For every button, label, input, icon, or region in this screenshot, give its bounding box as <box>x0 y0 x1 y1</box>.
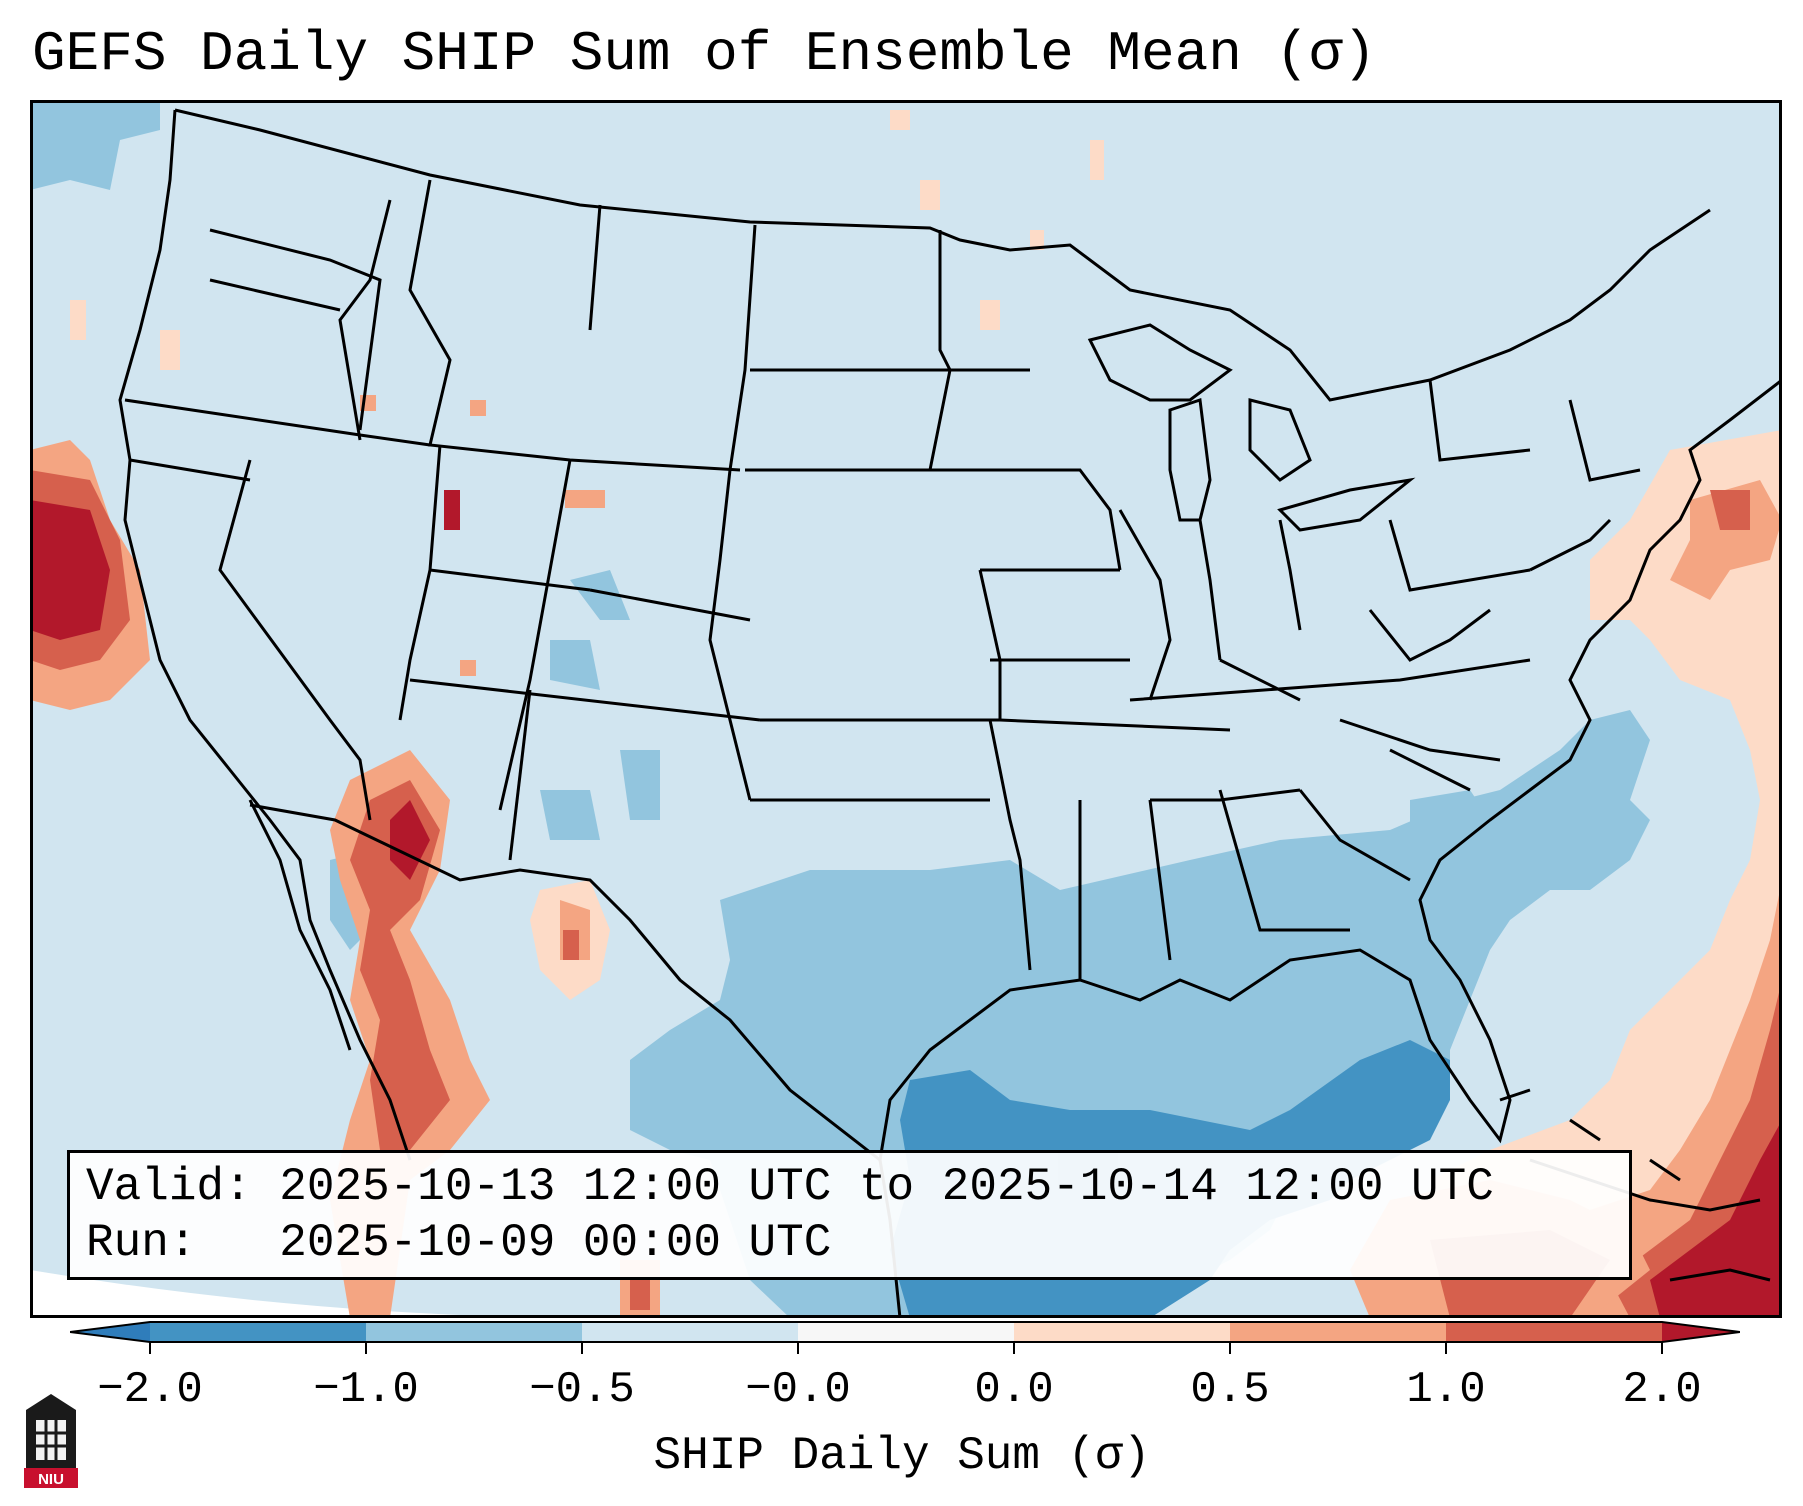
baja-coastline <box>248 799 352 1051</box>
colorbar <box>70 1321 1740 1354</box>
colorbar-tick-label: −1.0 <box>313 1365 419 1415</box>
valid-label: Valid: <box>86 1161 252 1213</box>
colorbar-bin <box>798 1322 1014 1342</box>
lake-huron <box>1248 398 1312 482</box>
colorbar-bin <box>366 1322 582 1342</box>
colorbar-extend-low <box>70 1322 150 1342</box>
valid-value: 2025-10-13 12:00 UTC to 2025-10-14 12:00… <box>279 1161 1494 1213</box>
colorbar-tick-label: 0.0 <box>974 1365 1054 1415</box>
colorbar-bin <box>1230 1322 1446 1342</box>
us-canada-border <box>174 108 1711 402</box>
logo-text: NIU <box>38 1471 64 1488</box>
us-mexico-border <box>249 803 881 1162</box>
lake-superior <box>1087 323 1233 402</box>
colorbar-extend-high <box>1662 1322 1740 1342</box>
colorbar-tick-label: −2.0 <box>97 1365 203 1415</box>
colorbar-bin <box>150 1322 366 1342</box>
colorbar-bin <box>582 1322 798 1342</box>
gulf-atlantic-coastline <box>878 378 1782 1161</box>
validity-info-box: Valid: 2025-10-13 12:00 UTC to 2025-10-1… <box>67 1150 1632 1280</box>
colorbar-tick-label: 0.5 <box>1190 1365 1270 1415</box>
valid-row: Valid: 2025-10-13 12:00 UTC to 2025-10-1… <box>86 1159 1613 1215</box>
lake-erie <box>1277 477 1416 532</box>
run-row: Run: 2025-10-09 00:00 UTC <box>86 1215 1613 1271</box>
projection-edge-left <box>30 1270 630 1318</box>
map-border <box>30 100 1782 1318</box>
colorbar-tick-label: −0.0 <box>745 1365 851 1415</box>
colorbar-tick-label: 1.0 <box>1406 1365 1486 1415</box>
colorbar-tick-label: −0.5 <box>529 1365 635 1415</box>
colorbar-label: SHIP Daily Sum (σ) <box>653 1430 1151 1482</box>
colorbar-bin <box>1014 1322 1230 1342</box>
pacific-coastline <box>118 109 412 1161</box>
map-panel <box>30 100 1782 1318</box>
chart-title: GEFS Daily SHIP Sum of Ensemble Mean (σ) <box>32 22 1377 86</box>
colorbar-tick-label: 2.0 <box>1622 1365 1702 1415</box>
colorbar-ticks <box>149 1342 1663 1354</box>
run-value: 2025-10-09 00:00 UTC <box>279 1217 832 1269</box>
map-canvas <box>30 100 1782 1318</box>
run-label: Run: <box>86 1217 197 1269</box>
colorbar-bin <box>1446 1322 1662 1342</box>
boundary-lines <box>118 108 1782 1318</box>
niu-logo: NIU <box>24 1394 78 1488</box>
